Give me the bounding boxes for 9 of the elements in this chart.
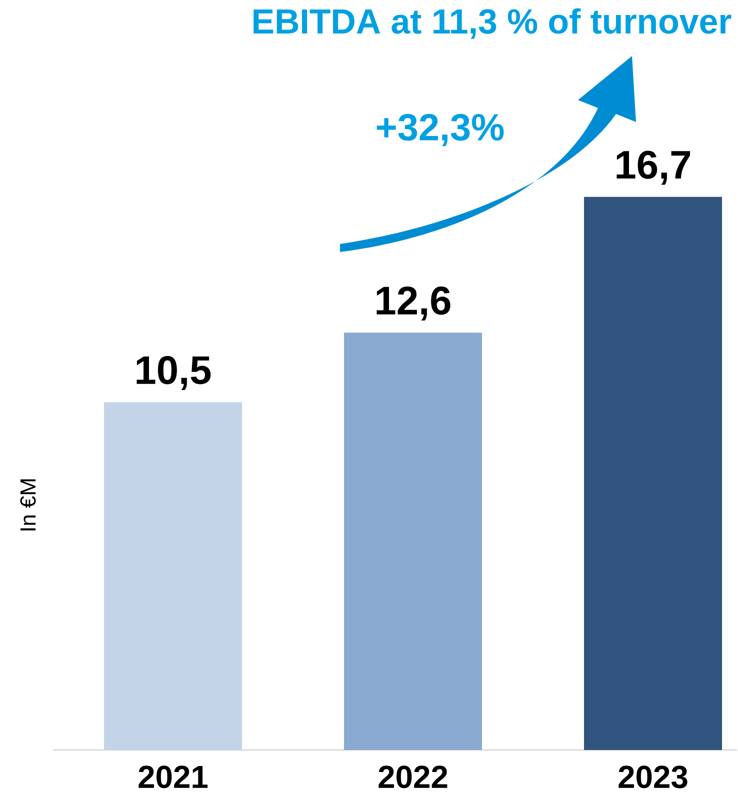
chart-title: EBITDA at 11,3 % of turnover <box>254 8 732 39</box>
data-label: 10,5 <box>136 356 211 390</box>
x-tick-label: 2023 <box>618 766 688 788</box>
data-label: 16,7 <box>616 150 690 185</box>
x-tick-label: 2022 <box>378 766 448 788</box>
y-axis-title: In €M <box>20 479 36 530</box>
x-tick-label: 2021 <box>138 766 208 788</box>
text: +32,3% <box>376 114 504 146</box>
data-label: 12,6 <box>376 286 450 320</box>
